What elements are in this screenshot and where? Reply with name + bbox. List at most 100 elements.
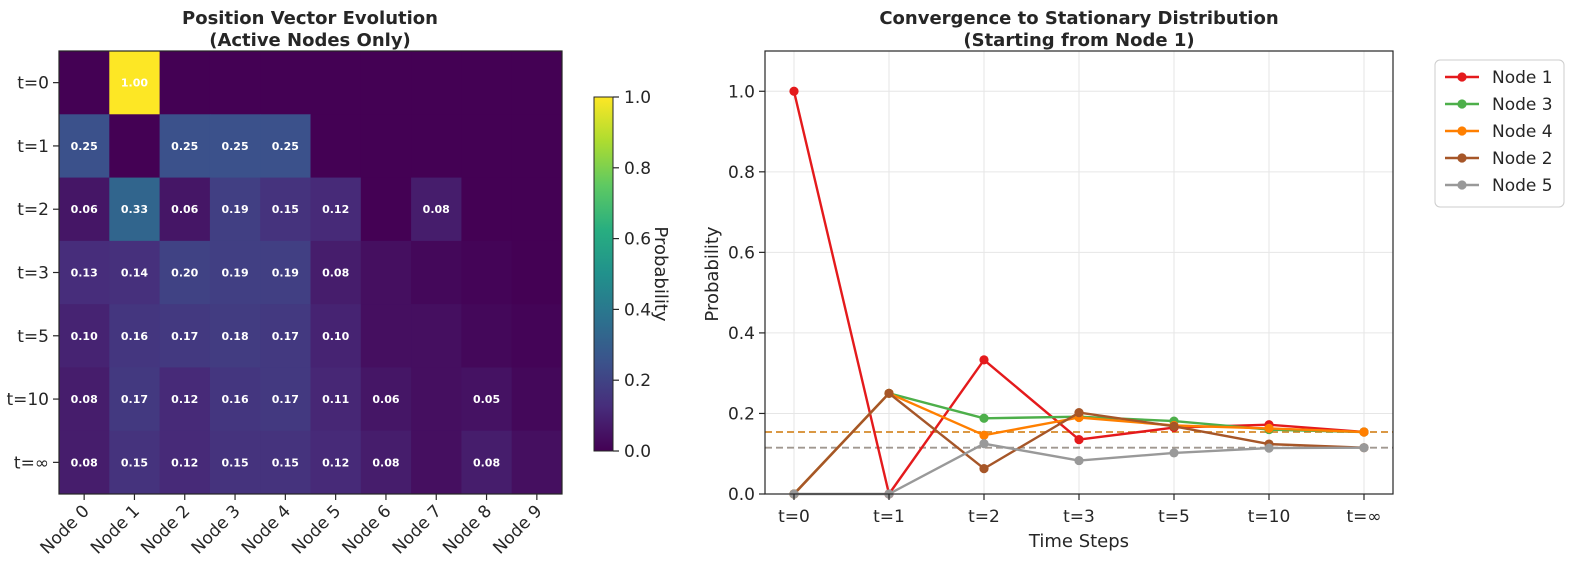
- heatmap-cell: [59, 51, 110, 115]
- heatmap-cell: [360, 177, 412, 242]
- data-point: [979, 464, 989, 474]
- heatmap-cell: [260, 240, 311, 305]
- heatmap-cell-label: 0.06: [71, 203, 98, 216]
- heatmap-cell-label: 0.13: [71, 267, 98, 280]
- heatmap-cell-label: 0.05: [473, 393, 500, 406]
- heatmap-column-tick-label: Node 0: [37, 501, 94, 558]
- data-point: [1074, 435, 1084, 445]
- heatmap-cell: [159, 114, 211, 179]
- heatmap-cell-label: 0.25: [171, 140, 198, 153]
- legend-swatch-marker: [1457, 99, 1467, 109]
- x-tick-label: t=2: [968, 507, 1000, 527]
- heatmap-cell: [411, 114, 462, 179]
- heatmap-cell: [310, 367, 362, 432]
- legend-item-node-4: Node 4: [1445, 122, 1553, 142]
- heatmap-cell: [461, 51, 513, 115]
- heatmap-cell: [411, 51, 462, 115]
- heatmap-column-tick-label: Node 5: [288, 501, 345, 558]
- colorbar-label: Probability: [650, 226, 671, 321]
- data-point: [884, 388, 894, 398]
- heatmap-cell: [411, 177, 462, 242]
- heatmap-cell-label: 0.12: [322, 203, 349, 216]
- heatmap-cell-label: 0.19: [221, 203, 248, 216]
- heatmap-cell: [109, 114, 161, 179]
- heatmap-cell: [511, 430, 563, 495]
- x-tick-label: t=10: [1248, 507, 1291, 527]
- heatmap-cell: [209, 430, 261, 495]
- line-chart-title: Convergence to Stationary Distribution: [879, 8, 1278, 29]
- y-tick-label: 0.0: [728, 485, 755, 505]
- heatmap-cell: [511, 240, 563, 305]
- line-chart-subtitle: (Starting from Node 1): [963, 30, 1194, 51]
- x-tick-label: t=∞: [1346, 507, 1381, 527]
- heatmap-cell-label: 0.17: [121, 393, 148, 406]
- heatmap-cell-label: 0.15: [121, 456, 148, 469]
- heatmap-cell-label: 0.15: [221, 456, 248, 469]
- heatmap-cell-label: 0.33: [121, 203, 148, 216]
- heatmap-column-tick-label: Node 2: [137, 501, 194, 558]
- heatmap-cell-label: 0.11: [322, 393, 349, 406]
- data-point: [1359, 443, 1369, 453]
- y-tick-label: 0.6: [728, 243, 755, 263]
- heatmap-cell: [59, 114, 110, 179]
- heatmap-cell: [260, 177, 311, 242]
- legend-swatch-marker: [1457, 153, 1467, 163]
- data-point: [979, 430, 989, 440]
- heatmap-cell: [209, 240, 261, 305]
- heatmap-cell: [59, 240, 110, 305]
- heatmap-cell: [411, 367, 462, 432]
- heatmap-cell: [360, 240, 412, 305]
- heatmap-cell: [59, 430, 110, 495]
- colorbar: [593, 96, 614, 452]
- heatmap-row-tick-label: t=3: [17, 264, 49, 284]
- colorbar-tick-label: 0.6: [624, 230, 651, 250]
- colorbar-ticks: 0.0 0.2 0.4 0.6 0.8 1.0: [613, 88, 651, 462]
- heatmap-column-tick-label: Node 8: [439, 501, 496, 558]
- heatmap-cell-label: 0.14: [121, 267, 148, 280]
- data-point: [1074, 408, 1084, 418]
- heatmap-cell: [310, 240, 362, 305]
- data-point: [1169, 448, 1179, 458]
- heatmap-cell-label: 0.16: [121, 330, 148, 343]
- heatmap-cell-label: 1.00: [121, 77, 148, 90]
- heatmap-cell: [209, 177, 261, 242]
- legend-box: [1434, 59, 1565, 208]
- colorbar-tick-label: 0.0: [624, 442, 651, 462]
- heatmap-cell: [461, 304, 513, 368]
- heatmap-cell: [209, 114, 261, 179]
- heatmap-cell: [260, 51, 311, 115]
- legend-item-node-2: Node 2: [1445, 149, 1553, 169]
- heatmap-cell: [59, 304, 110, 368]
- heatmap-cell: [109, 177, 161, 242]
- heatmap-cell: [59, 367, 110, 432]
- heatmap-cells: [59, 51, 563, 495]
- heatmap-cell-label: 0.12: [171, 456, 198, 469]
- heatmap-cell-label: 0.06: [372, 393, 399, 406]
- heatmap-row-ticks: t=0 t=1 t=2 t=3 t=5 t=10 t=∞: [6, 74, 59, 473]
- heatmap-cell: [109, 430, 161, 495]
- x-tick-label: t=5: [1158, 507, 1190, 527]
- legend-swatch-marker: [1457, 180, 1467, 190]
- heatmap-column-tick-label: Node 4: [238, 501, 295, 558]
- heatmap-cell: [209, 304, 261, 368]
- heatmap-cell: [260, 430, 311, 495]
- heatmap-cell: [109, 304, 161, 368]
- heatmap-cell: [310, 304, 362, 368]
- heatmap-column-tick-label: Node 1: [87, 501, 144, 558]
- heatmap-cell: [511, 304, 563, 368]
- heatmap-cell-label: 0.19: [272, 267, 299, 280]
- heatmap-cell-label: 0.12: [171, 393, 198, 406]
- heatmap-cell: [159, 367, 211, 432]
- legend-item-node-5: Node 5: [1445, 176, 1553, 196]
- heatmap-row-tick-label: t=0: [17, 74, 49, 94]
- data-point: [1264, 423, 1274, 433]
- data-point: [1074, 455, 1084, 466]
- legend-label: Node 4: [1492, 122, 1553, 142]
- heatmap-cell: [461, 240, 513, 305]
- heatmap-row-tick-label: t=1: [17, 137, 49, 157]
- heatmap-cell-label: 0.06: [171, 203, 198, 216]
- heatmap-cell: [360, 51, 412, 115]
- heatmap-cell: [411, 240, 462, 305]
